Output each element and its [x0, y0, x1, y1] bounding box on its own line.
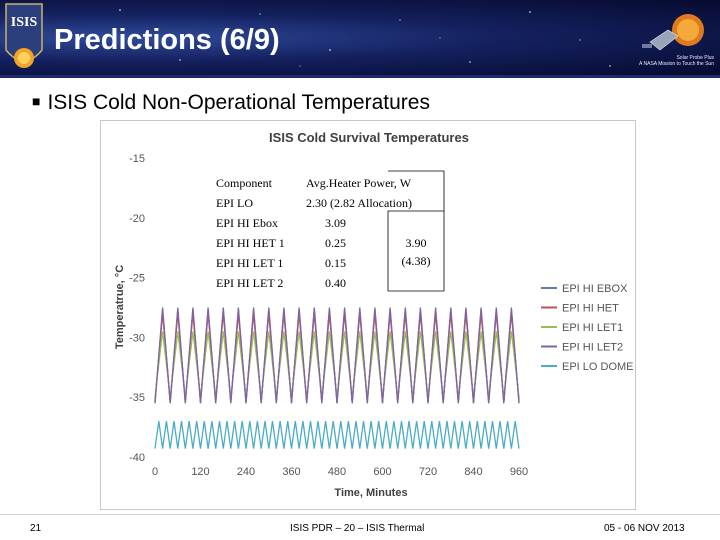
y-axis-label: Temperatrue, °C	[114, 265, 126, 349]
x-tick-label: 120	[191, 466, 209, 478]
temperature-chart: ISIS Cold Survival Temperatures -15 -20 -2…	[114, 130, 634, 499]
square-bullet-icon: ■	[32, 93, 41, 109]
mission-line-2: A NASA Mission to Touch the Sun	[639, 61, 714, 67]
table-group-total: 3.90	[406, 236, 427, 250]
legend-entry: EPI LO DOME	[562, 361, 634, 373]
x-tick-label: 960	[510, 466, 528, 478]
mission-line-1: Solar Probe Plus	[676, 55, 714, 61]
table-group-allocation: (4.38)	[402, 254, 431, 268]
y-tick-label: -25	[129, 273, 145, 285]
y-tick-label: -20	[129, 213, 145, 225]
x-tick-label: 600	[373, 466, 391, 478]
legend-entry: EPI HI EBOX	[562, 283, 628, 295]
y-tick-label: -30	[129, 332, 145, 344]
series-lines	[154, 307, 520, 449]
footer-date: 05 - 06 NOV 2013	[604, 523, 685, 534]
y-tick-label: -40	[129, 452, 145, 464]
legend-entry: EPI HI HET	[562, 303, 619, 315]
chart-legend: EPI HI EBOX EPI HI HET EPI HI LET1 EPI HI L…	[541, 283, 634, 373]
footer-title: ISIS PDR – 20 – ISIS Thermal	[290, 523, 425, 534]
y-tick-label: -35	[129, 392, 145, 404]
bullet-text: ISIS Cold Non-Operational Temperatures	[47, 91, 430, 114]
series-line-epi-hi-let1	[154, 331, 520, 398]
x-tick-label: 360	[282, 466, 300, 478]
legend-entry: EPI HI LET2	[562, 342, 623, 354]
legend-entry: EPI HI LET1	[562, 322, 623, 334]
y-tick-label: -15	[129, 153, 145, 165]
heater-power-table: Component Avg.Heater Power, W EPI LO 2.3…	[216, 170, 445, 292]
x-axis-label: Time, Minutes	[334, 487, 407, 499]
chart-frame: ISIS Cold Survival Temperatures -15 -20 -2…	[100, 120, 636, 510]
table-cell-component: EPI LO	[216, 196, 253, 210]
slide-header: ISIS Predictions (6/9) Solar Probe Plus …	[0, 0, 720, 75]
x-tick-label: 480	[328, 466, 346, 478]
table-cell-power: 3.09	[325, 216, 346, 230]
x-tick-label: 720	[419, 466, 437, 478]
starfield-background	[89, 9, 611, 67]
page-number: 21	[30, 523, 42, 534]
solar-probe-plus-logo	[642, 14, 704, 51]
isis-logo-text: ISIS	[11, 15, 38, 30]
series-line-epi-lo-dome	[154, 421, 520, 449]
table-header-component: Component	[216, 176, 273, 190]
slide-title: Predictions (6/9)	[54, 24, 280, 56]
table-cell-power: 0.40	[325, 276, 346, 290]
footer-divider	[0, 514, 720, 515]
table-cell-component: EPI HI LET 1	[216, 256, 283, 270]
table-cell-component: EPI HI Ebox	[216, 216, 278, 230]
table-cell-power: 2.30 (2.82 Allocation)	[306, 196, 412, 210]
table-header-power: Avg.Heater Power, W	[306, 176, 412, 190]
x-axis-ticks: 0 120 240 360 480 600 720 840 960	[152, 466, 528, 478]
x-tick-label: 0	[152, 466, 158, 478]
series-line-epi-hi-let2	[154, 307, 520, 404]
x-tick-label: 240	[237, 466, 255, 478]
header-divider	[0, 75, 720, 78]
table-cell-component: EPI HI LET 2	[216, 276, 283, 290]
y-axis-ticks: -15 -20 -25 -30 -35 -40	[129, 153, 145, 464]
table-cell-power: 0.15	[325, 256, 346, 270]
table-cell-component: EPI HI HET 1	[216, 236, 285, 250]
x-tick-label: 840	[464, 466, 482, 478]
chart-title: ISIS Cold Survival Temperatures	[269, 130, 469, 145]
mission-tagline: Solar Probe Plus A NASA Mission to Touch…	[639, 55, 714, 67]
table-cell-power: 0.25	[325, 236, 346, 250]
bullet-item: ■ ISIS Cold Non-Operational Temperatures	[32, 91, 430, 115]
isis-logo: ISIS	[5, 3, 43, 68]
